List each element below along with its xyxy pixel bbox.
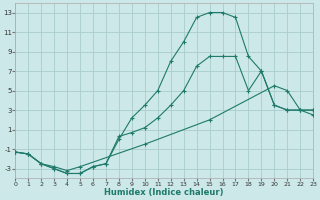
- X-axis label: Humidex (Indice chaleur): Humidex (Indice chaleur): [105, 188, 224, 197]
